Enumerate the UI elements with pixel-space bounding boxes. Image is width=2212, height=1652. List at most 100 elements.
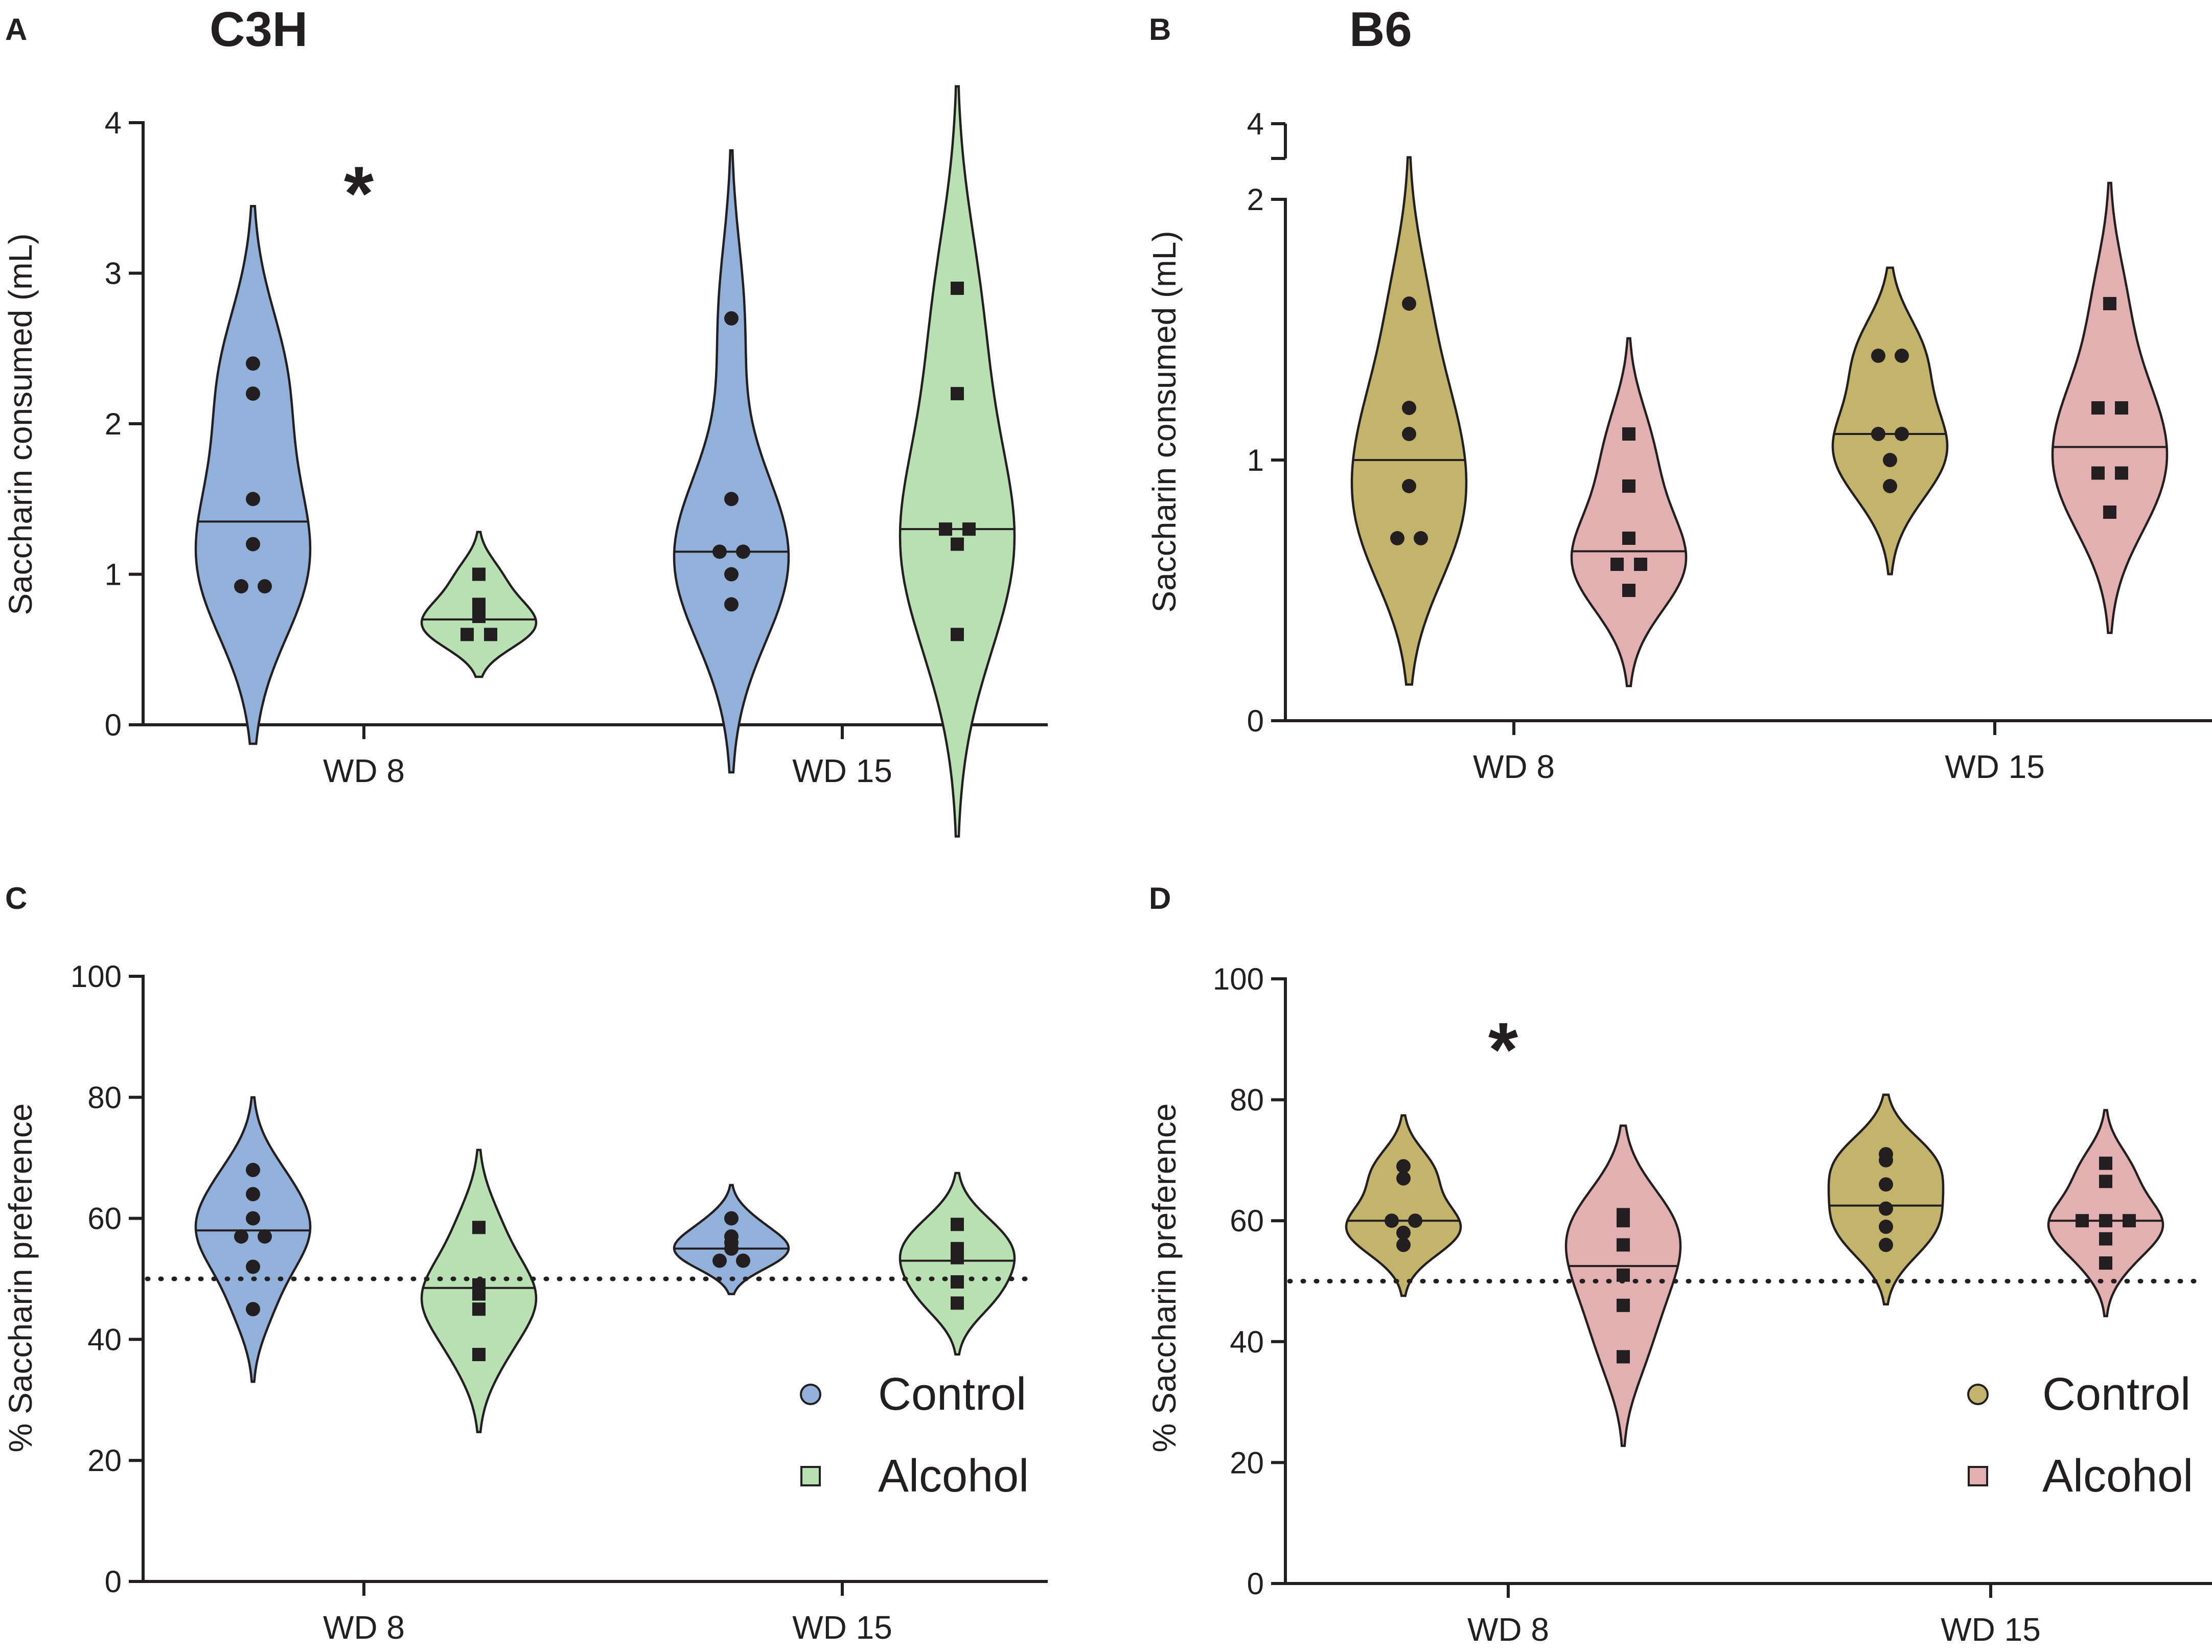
y-tick-label: 20 <box>87 1443 122 1478</box>
data-point <box>736 1253 750 1268</box>
data-point <box>1883 479 1897 493</box>
data-point <box>2115 466 2128 480</box>
y-tick-label: 0 <box>105 708 122 742</box>
data-point <box>724 492 739 507</box>
data-point <box>2099 1214 2112 1228</box>
data-point <box>246 356 260 371</box>
data-point <box>1622 479 1635 493</box>
y-tick-label: 0 <box>1247 704 1264 738</box>
data-point <box>1879 1153 1893 1167</box>
data-point <box>258 579 272 594</box>
data-point <box>2103 297 2116 310</box>
legend-marker-alcohol <box>800 1466 821 1486</box>
data-point <box>1402 479 1416 493</box>
data-point <box>2115 401 2128 415</box>
legend-label-alcohol: Alcohol <box>2042 1451 2193 1502</box>
data-point <box>2099 1175 2112 1188</box>
violin-alcohol <box>1564 1124 1682 1447</box>
data-point <box>1617 1214 1630 1228</box>
y-tick-label: 100 <box>71 959 122 994</box>
y-tick-label: 100 <box>1213 962 1264 996</box>
violin-control <box>194 204 312 745</box>
panel-b: B B6 Saccharin consumed (mL) 0 1 2 4 WD 8 WD 1… <box>1146 2 2212 785</box>
data-point <box>1617 1298 1630 1312</box>
data-point <box>472 1221 486 1234</box>
data-point <box>460 628 474 641</box>
data-point <box>1617 1238 1630 1252</box>
data-point <box>962 522 976 536</box>
significance-star: * <box>344 150 374 236</box>
data-point <box>736 544 750 559</box>
strain-title-b6: B6 <box>1349 2 1412 57</box>
data-point <box>1871 349 1885 363</box>
data-point <box>2099 1256 2112 1270</box>
data-point <box>472 567 486 581</box>
legend-item-control: Control <box>800 1369 1026 1420</box>
data-point <box>2099 1156 2112 1170</box>
data-point <box>472 598 486 611</box>
data-point <box>1396 1225 1411 1240</box>
data-point <box>951 281 964 295</box>
data-point <box>951 1218 964 1231</box>
data-point <box>246 537 260 552</box>
x-category-label: WD 8 <box>323 1609 405 1646</box>
y-tick-label: 20 <box>1230 1446 1264 1480</box>
data-point <box>472 1348 486 1361</box>
data-point <box>1390 531 1404 545</box>
panel-a: A C3H Saccharin consumed (mL) 0 1 2 3 4 WD 8 WD… <box>2 2 1048 838</box>
data-point <box>712 1253 727 1268</box>
violin-alcohol <box>1570 337 1688 687</box>
data-point <box>1414 531 1428 545</box>
data-point <box>1396 1159 1411 1174</box>
x-category-label: WD 15 <box>1941 1611 2041 1648</box>
legend-d: Control Alcohol <box>1967 1369 2193 1502</box>
data-point <box>472 609 486 623</box>
legend-marker-control <box>800 1384 821 1405</box>
panel-letter-d: D <box>1149 881 1171 915</box>
data-point <box>1895 427 1909 441</box>
x-category-label: WD 15 <box>792 1609 892 1646</box>
panel-letter-a: A <box>5 12 27 47</box>
legend-item-alcohol: Alcohol <box>1968 1451 2193 1502</box>
data-point <box>1895 349 1909 363</box>
data-point <box>246 1187 260 1202</box>
legend-marker-control <box>1967 1384 1989 1405</box>
legend-c: Control Alcohol <box>800 1369 1029 1502</box>
data-point <box>1622 532 1635 545</box>
violin-control <box>1345 1114 1462 1297</box>
legend-marker-alcohol <box>1968 1466 1988 1486</box>
data-point <box>951 1296 964 1310</box>
data-point <box>712 544 727 559</box>
data-point <box>951 628 964 641</box>
strain-title-c3h: C3H <box>210 2 308 57</box>
data-point <box>2103 506 2116 519</box>
data-point <box>234 1229 248 1244</box>
data-point <box>246 1211 260 1226</box>
data-point <box>1408 1213 1422 1228</box>
data-point <box>1385 1213 1399 1228</box>
x-category-label: WD 8 <box>1467 1611 1549 1648</box>
legend-item-control: Control <box>1967 1369 2191 1420</box>
violin-control <box>1831 266 1949 576</box>
panel-letter-b: B <box>1149 12 1171 47</box>
data-point <box>939 522 952 536</box>
data-point <box>246 1302 260 1317</box>
legend-label-control: Control <box>878 1369 1026 1420</box>
x-category-label: WD 8 <box>1473 748 1555 785</box>
violin-alcohol <box>898 85 1016 838</box>
violin-control <box>673 149 790 774</box>
violin-control <box>194 1096 312 1383</box>
y-tick-label: 3 <box>105 257 122 291</box>
data-point <box>246 1259 260 1274</box>
x-category-label: WD 8 <box>323 752 405 789</box>
data-point <box>246 492 260 507</box>
y-tick-label: 40 <box>1230 1325 1264 1359</box>
data-point <box>472 1287 486 1301</box>
data-point <box>724 1241 739 1256</box>
data-point <box>724 1211 739 1226</box>
y-tick-label: 60 <box>87 1202 122 1236</box>
data-point <box>724 567 739 582</box>
data-point <box>1402 296 1416 311</box>
data-point <box>951 387 964 401</box>
data-point <box>2091 401 2105 415</box>
